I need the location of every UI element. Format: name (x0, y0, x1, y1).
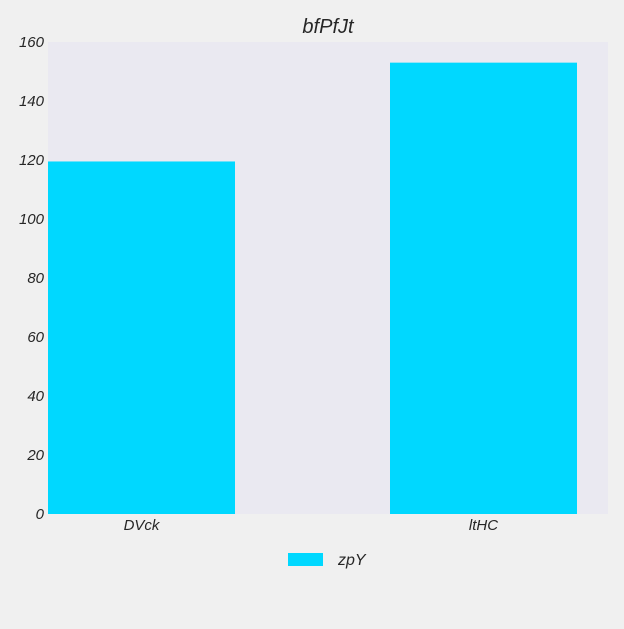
bar-dvck (48, 161, 235, 514)
y-tick-label: 140 (19, 93, 45, 110)
y-tick-label: 100 (19, 211, 45, 228)
y-tick-label: 160 (19, 34, 45, 51)
y-tick-label: 0 (36, 506, 45, 523)
x-axis: DVck ltHC (124, 517, 499, 534)
y-tick-label: 40 (27, 388, 44, 405)
bar-lthc (390, 62, 577, 515)
y-tick-label: 60 (27, 329, 44, 346)
legend-label: zpY (337, 552, 367, 569)
x-tick-label: ltHC (469, 517, 498, 534)
legend-swatch (288, 553, 323, 566)
chart-title: bfPfJt (302, 16, 355, 38)
y-tick-label: 80 (27, 270, 44, 287)
y-tick-label: 20 (26, 447, 44, 464)
bars-group (48, 62, 577, 515)
y-tick-label: 120 (19, 152, 45, 169)
y-axis: 0 20 40 60 80 100 120 140 160 (19, 34, 45, 523)
x-tick-label: DVck (124, 517, 161, 534)
legend: zpY (288, 552, 367, 569)
